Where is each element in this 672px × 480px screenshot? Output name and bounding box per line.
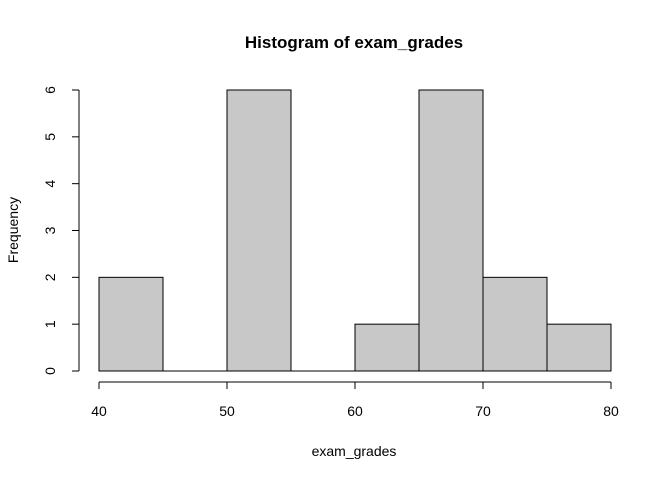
- y-tick-label: 2: [42, 273, 58, 281]
- y-axis-label: Frequency: [5, 197, 21, 263]
- x-tick-label: 40: [91, 403, 107, 419]
- x-tick-label: 50: [219, 403, 235, 419]
- bars-group: [98, 89, 612, 372]
- y-axis: 0 1 2 3 4 5 6: [42, 86, 80, 375]
- x-tick-label: 70: [475, 403, 491, 419]
- y-tick-label: 1: [42, 320, 58, 328]
- histogram-bar-0: [98, 276, 164, 372]
- x-axis-label: exam_grades: [312, 443, 397, 459]
- y-tick-label: 4: [42, 180, 58, 188]
- y-tick-label: 5: [42, 133, 58, 141]
- x-axis: 40 50 60 70 80: [91, 381, 619, 419]
- y-tick-label: 0: [42, 367, 58, 375]
- y-tick-label: 3: [42, 226, 58, 234]
- chart-title: Histogram of exam_grades: [245, 33, 463, 52]
- histogram-bar-2: [226, 89, 292, 372]
- histogram-bar-6: [482, 276, 548, 372]
- histogram-bar-7: [546, 323, 612, 372]
- histogram-bar-5: [418, 89, 484, 372]
- x-tick-label: 80: [603, 403, 619, 419]
- x-tick-label: 60: [347, 403, 363, 419]
- y-tick-label: 6: [42, 86, 58, 94]
- histogram-bar-4: [354, 323, 420, 372]
